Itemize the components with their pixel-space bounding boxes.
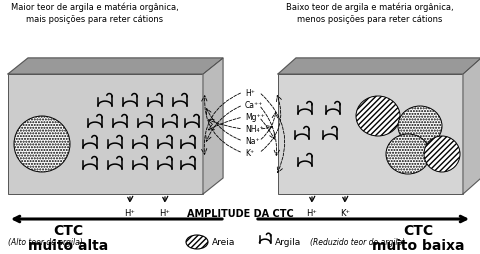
Bar (278, 75, 463, 194)
Text: AMPLITUDE DA CTC: AMPLITUDE DA CTC (187, 208, 293, 218)
Ellipse shape (14, 117, 70, 172)
Text: K⁺: K⁺ (340, 208, 350, 217)
Ellipse shape (356, 97, 400, 136)
Text: CTC
muito alta: CTC muito alta (28, 223, 108, 252)
Polygon shape (8, 59, 223, 75)
Bar (8, 75, 203, 194)
Text: Areia: Areia (212, 237, 235, 247)
Text: Ca⁺⁺: Ca⁺⁺ (245, 101, 263, 110)
Text: (Reduzido teor de argila): (Reduzido teor de argila) (310, 237, 405, 246)
Text: Baixo teor de argila e matéria orgânica,
menos posições para reter cátions: Baixo teor de argila e matéria orgânica,… (286, 3, 454, 24)
Ellipse shape (424, 136, 460, 172)
Text: Mg⁺⁺: Mg⁺⁺ (245, 113, 265, 122)
Text: H⁺: H⁺ (159, 208, 170, 217)
Ellipse shape (398, 107, 442, 146)
Text: K⁺: K⁺ (245, 149, 254, 158)
Polygon shape (278, 59, 480, 75)
Text: Na⁺: Na⁺ (245, 137, 260, 146)
Text: Maior teor de argila e matéria orgânica,
mais posições para reter cátions: Maior teor de argila e matéria orgânica,… (11, 3, 179, 24)
Text: H⁺: H⁺ (307, 208, 317, 217)
Text: (Alto teor de argila): (Alto teor de argila) (8, 237, 83, 246)
Text: H⁺: H⁺ (245, 88, 255, 97)
Text: NH₄⁺: NH₄⁺ (245, 125, 264, 134)
Text: Argila: Argila (275, 237, 301, 247)
Polygon shape (463, 59, 480, 194)
Ellipse shape (386, 134, 430, 174)
Polygon shape (203, 59, 223, 194)
Ellipse shape (186, 235, 208, 249)
Text: H⁺: H⁺ (125, 208, 135, 217)
Text: CTC
muito baixa: CTC muito baixa (372, 223, 464, 252)
